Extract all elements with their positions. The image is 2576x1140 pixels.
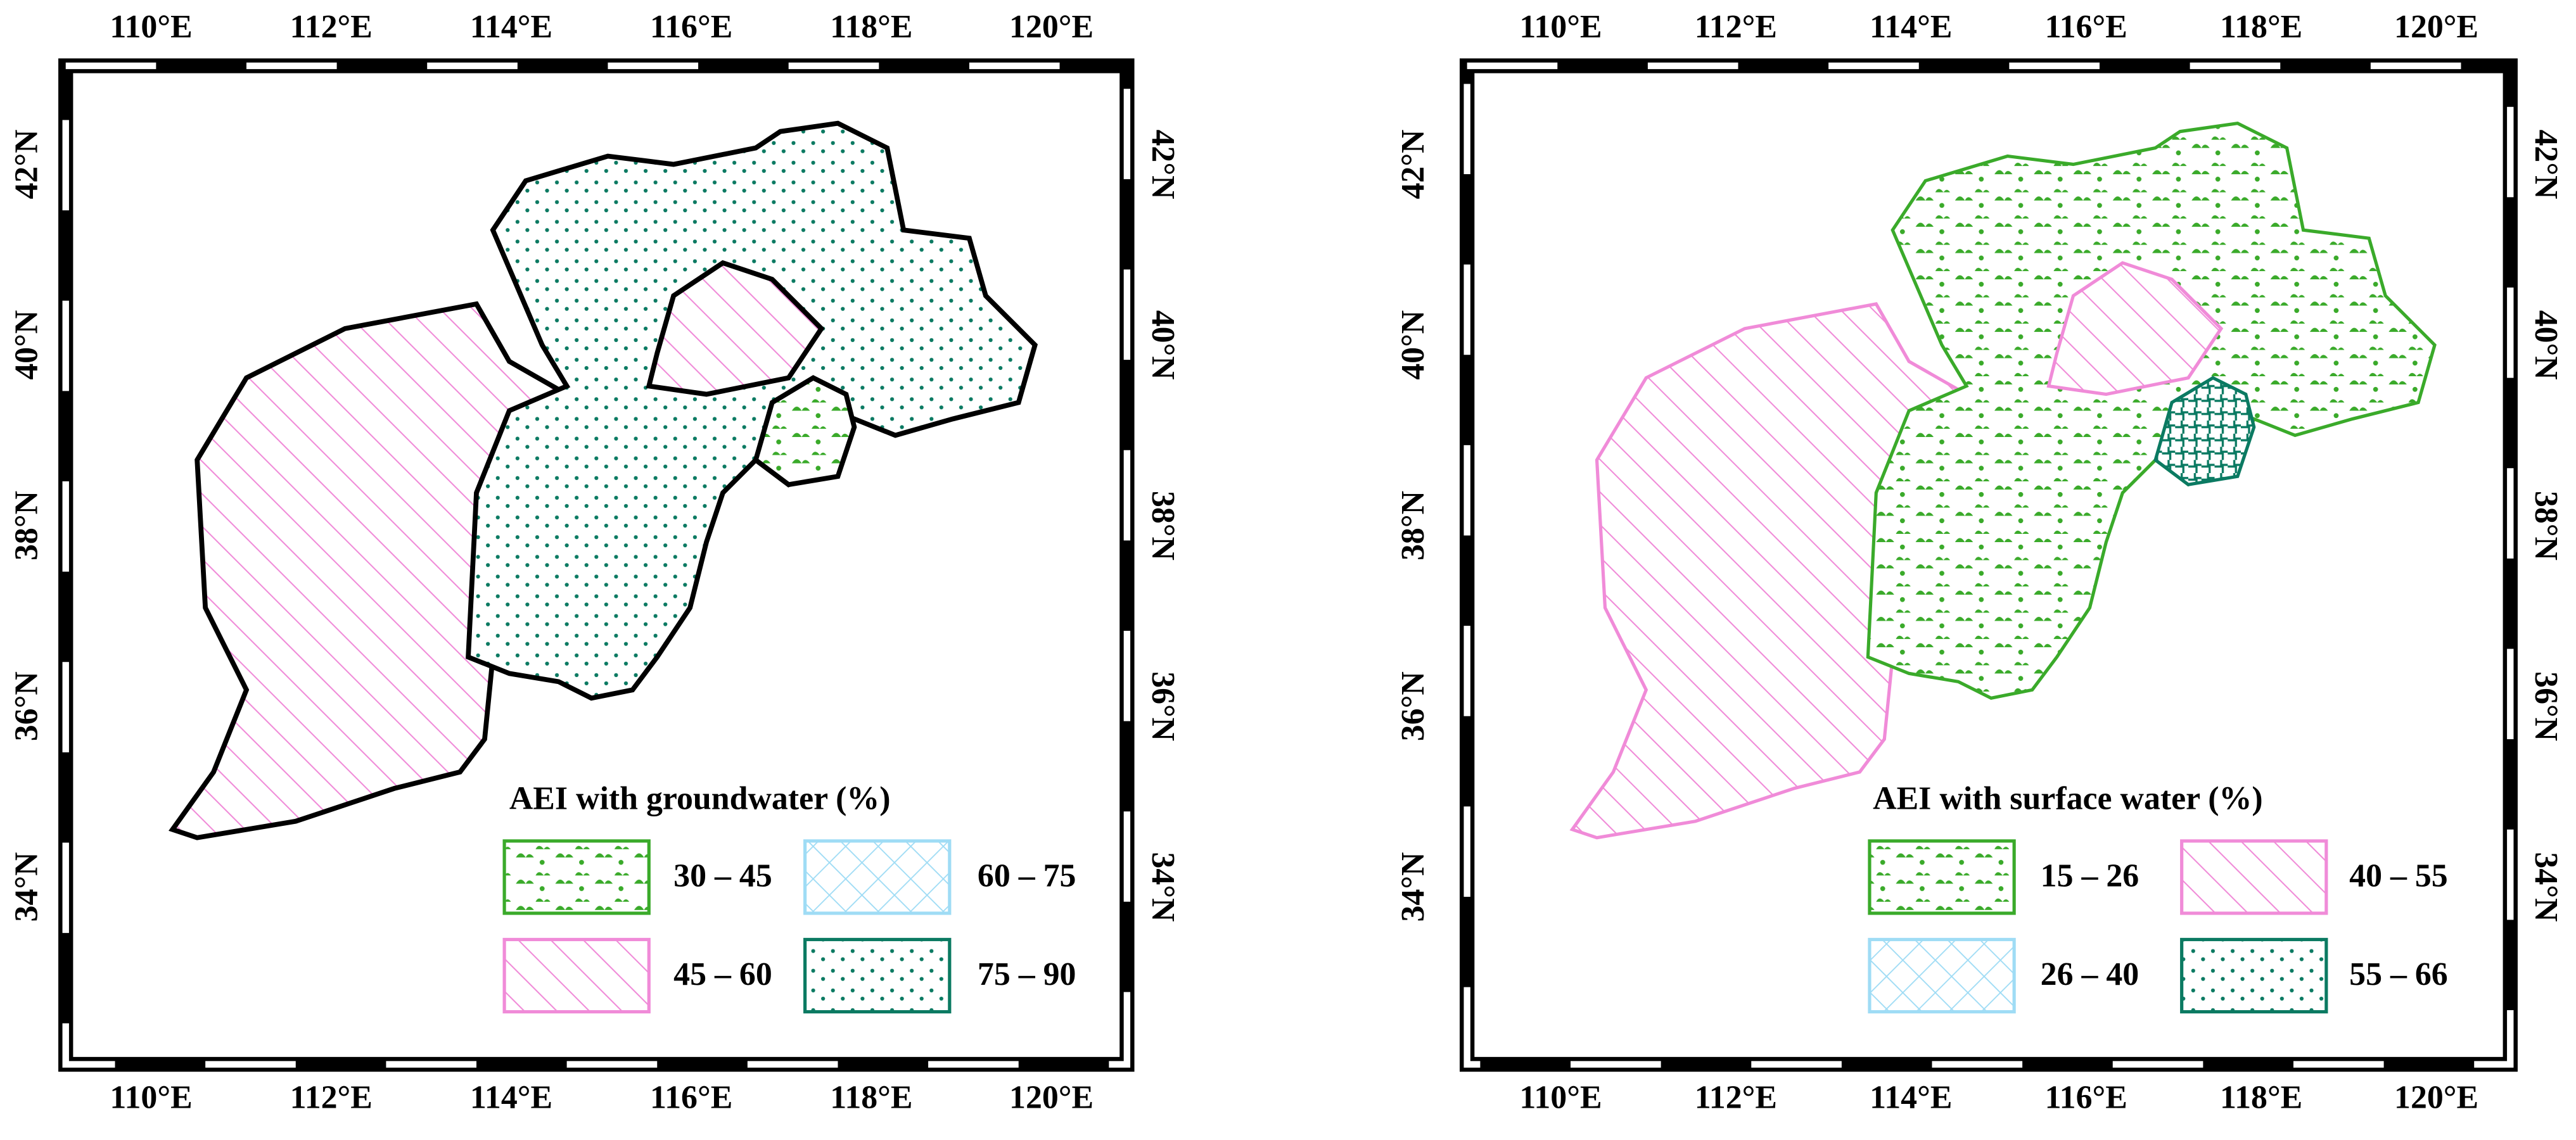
legend-label: 30 – 45: [673, 858, 772, 894]
legend-label: 75 – 90: [978, 956, 1076, 992]
lat-label-right: 40°N: [2528, 310, 2564, 380]
legend-label: 60 – 75: [978, 858, 1076, 894]
legend-label: 15 – 26: [2041, 858, 2139, 894]
lon-label-top: 120°E: [1009, 9, 1094, 45]
lat-label-right: 36°N: [1145, 671, 1181, 741]
lat-label-left: 38°N: [1395, 491, 1431, 560]
lat-label-right: 34°N: [2528, 852, 2564, 922]
legend-swatch: [803, 937, 952, 1014]
lon-label-bottom: 118°E: [830, 1079, 912, 1115]
lat-label-left: 34°N: [1395, 852, 1431, 922]
legend-title: AEI with groundwater (%): [509, 781, 891, 817]
lon-label-top: 118°E: [830, 9, 912, 45]
map-right: AEI with surface water (%) 15 – 26 40 – …: [1459, 58, 2518, 1072]
lon-label-top: 118°E: [2220, 9, 2302, 45]
legend-label: 26 – 40: [2041, 956, 2139, 992]
lat-label-left: 38°N: [9, 491, 45, 560]
legend-title: AEI with surface water (%): [1873, 781, 2262, 817]
map-frame-ticks: [62, 62, 1131, 1068]
lon-label-bottom: 120°E: [1009, 1079, 1094, 1115]
lat-label-left: 42°N: [1395, 129, 1431, 199]
map-frame-ticks: [1463, 62, 2514, 1068]
lon-label-bottom: 114°E: [1870, 1079, 1952, 1115]
lon-label-top: 120°E: [2394, 9, 2478, 45]
lat-label-left: 36°N: [1395, 671, 1431, 741]
lat-label-right: 36°N: [2528, 671, 2564, 741]
lon-label-top: 116°E: [650, 9, 732, 45]
lon-label-bottom: 110°E: [1519, 1079, 1602, 1115]
lon-label-top: 110°E: [110, 9, 192, 45]
lat-label-right: 40°N: [1145, 310, 1181, 380]
lon-label-bottom: 120°E: [2394, 1079, 2478, 1115]
legend-swatch: [2180, 839, 2328, 915]
lat-label-right: 42°N: [1145, 129, 1181, 199]
lon-label-bottom: 112°E: [1695, 1079, 1777, 1115]
lon-label-bottom: 118°E: [2220, 1079, 2302, 1115]
legend-label: 55 – 66: [2349, 956, 2448, 992]
lat-label-left: 42°N: [9, 129, 45, 199]
lon-label-top: 110°E: [1519, 9, 1602, 45]
legend-swatch: [1868, 937, 2016, 1014]
lon-label-top: 112°E: [1695, 9, 1777, 45]
legend-label: 40 – 55: [2349, 858, 2448, 894]
lon-label-top: 112°E: [290, 9, 373, 45]
lat-label-left: 34°N: [9, 852, 45, 922]
lon-label-bottom: 110°E: [110, 1079, 192, 1115]
legend-swatch: [502, 839, 651, 915]
legend-swatch: [803, 839, 952, 915]
lon-label-bottom: 114°E: [470, 1079, 552, 1115]
lat-label-right: 38°N: [1145, 491, 1181, 560]
lat-label-left: 40°N: [9, 310, 45, 380]
lat-label-right: 34°N: [1145, 852, 1181, 922]
lon-label-bottom: 116°E: [2045, 1079, 2127, 1115]
lat-label-right: 42°N: [2528, 129, 2564, 199]
lon-label-bottom: 112°E: [290, 1079, 373, 1115]
lon-label-top: 114°E: [470, 9, 552, 45]
legend-swatch: [1868, 839, 2016, 915]
legend-swatch: [2180, 937, 2328, 1014]
lat-label-left: 40°N: [1395, 310, 1431, 380]
legend-swatch: [502, 937, 651, 1014]
lon-label-top: 116°E: [2045, 9, 2127, 45]
lon-label-top: 114°E: [1870, 9, 1952, 45]
legend-label: 45 – 60: [673, 956, 772, 992]
lon-label-bottom: 116°E: [650, 1079, 732, 1115]
lat-label-left: 36°N: [9, 671, 45, 741]
lat-label-right: 38°N: [2528, 491, 2564, 560]
map-left: AEI with groundwater (%) 30 – 45 60 – 75…: [58, 58, 1135, 1072]
